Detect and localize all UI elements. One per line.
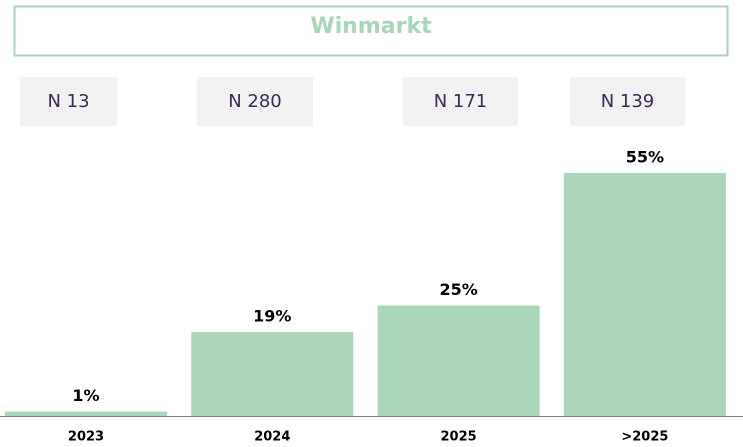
data-label: 55% <box>626 148 664 167</box>
bar <box>5 411 167 416</box>
x-tick-label: >2025 <box>621 430 668 445</box>
n-label: N 280 <box>228 91 282 112</box>
n-label: N 13 <box>47 91 89 112</box>
title-box <box>13 5 729 57</box>
n-label: N 171 <box>434 91 488 112</box>
data-label: 25% <box>439 280 477 299</box>
n-box <box>197 77 313 126</box>
x-tick-label: 2025 <box>441 430 477 445</box>
bar <box>377 305 540 416</box>
n-box <box>403 77 518 126</box>
chart-title: Winmarkt <box>310 14 432 39</box>
x-tick-label: 2024 <box>254 430 290 445</box>
data-label: 1% <box>72 386 99 405</box>
bar <box>191 332 354 416</box>
n-label: N 139 <box>601 91 655 112</box>
x-tick-label: 2023 <box>68 430 104 445</box>
n-box <box>20 77 117 126</box>
bar <box>563 173 726 416</box>
n-box <box>570 77 685 126</box>
data-label: 19% <box>253 307 291 326</box>
